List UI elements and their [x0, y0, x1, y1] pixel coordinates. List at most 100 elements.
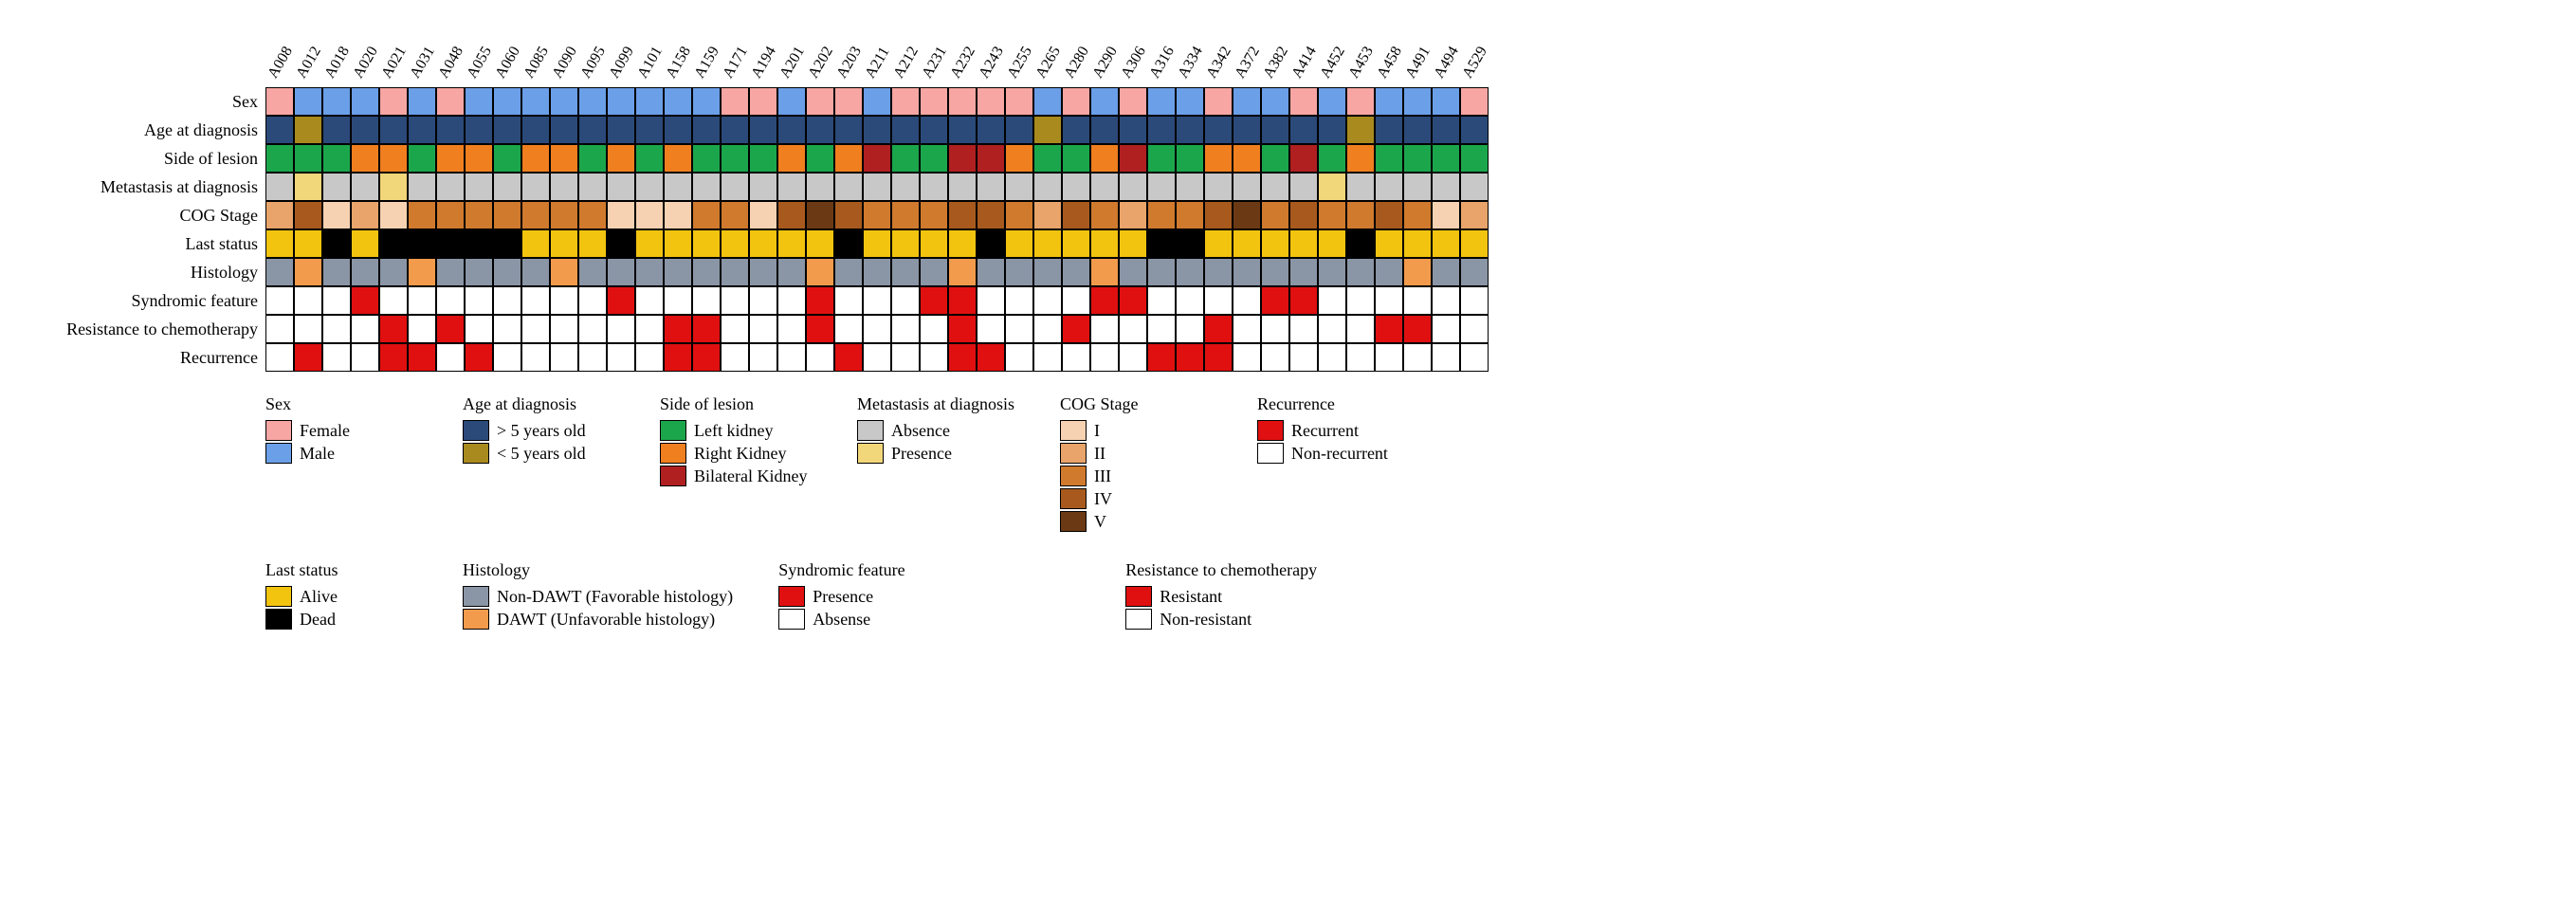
cell — [351, 201, 379, 229]
cell — [1204, 315, 1233, 343]
cell — [834, 201, 863, 229]
legend-title: Side of lesion — [660, 394, 812, 414]
legend-item: III — [1060, 466, 1212, 486]
cell — [948, 201, 977, 229]
cell — [408, 258, 436, 286]
cell — [294, 286, 322, 315]
cell — [265, 144, 294, 173]
cell — [1119, 229, 1147, 258]
cell — [806, 258, 834, 286]
cell — [1147, 229, 1176, 258]
cell — [607, 116, 635, 144]
cell — [493, 286, 521, 315]
cell — [493, 315, 521, 343]
cell — [1432, 315, 1460, 343]
cell — [749, 201, 777, 229]
cell — [1204, 116, 1233, 144]
legend-item: Recurrent — [1257, 420, 1409, 441]
legend-item-label: Recurrent — [1291, 421, 1359, 441]
cell — [1318, 315, 1346, 343]
cell — [1090, 258, 1119, 286]
cell — [550, 286, 578, 315]
cell — [1460, 173, 1489, 201]
row-label: Syndromic feature — [19, 286, 265, 315]
cell — [1233, 116, 1261, 144]
column-header-label: A159 — [691, 44, 722, 82]
cell — [1460, 315, 1489, 343]
column-header-label: A018 — [321, 44, 353, 82]
cell — [1204, 343, 1233, 372]
legend-group: RecurrenceRecurrentNon-recurrent — [1257, 394, 1409, 466]
legend-item-label: Non-resistant — [1160, 610, 1251, 630]
legend-item-label: > 5 years old — [497, 421, 586, 441]
column-header-label: A203 — [833, 44, 865, 82]
cell — [322, 343, 351, 372]
column-header-label: A171 — [720, 44, 751, 82]
legend-item: V — [1060, 511, 1212, 532]
column-header-label: A316 — [1146, 44, 1178, 82]
column-header: A458 — [1375, 19, 1403, 85]
cell — [1233, 87, 1261, 116]
legend-item-label: Non-recurrent — [1291, 444, 1388, 464]
column-header-label: A212 — [890, 44, 922, 82]
cell — [1062, 315, 1090, 343]
cell — [863, 315, 891, 343]
legend-item: Right Kidney — [660, 443, 812, 464]
column-header: A031 — [408, 19, 436, 85]
cell — [749, 343, 777, 372]
row-label: Resistance to chemotherapy — [19, 315, 265, 343]
cell — [1005, 144, 1033, 173]
cell — [863, 116, 891, 144]
cell — [920, 173, 948, 201]
cell — [948, 286, 977, 315]
cell — [408, 229, 436, 258]
cell — [550, 229, 578, 258]
cell — [265, 315, 294, 343]
cell — [1460, 258, 1489, 286]
cell — [749, 116, 777, 144]
cell — [1119, 258, 1147, 286]
cell — [1033, 201, 1062, 229]
cell — [1204, 258, 1233, 286]
legend-item-label: Presence — [891, 444, 952, 464]
cell — [834, 173, 863, 201]
cell — [721, 173, 749, 201]
legend-row: Last statusAliveDeadHistologyNon-DAWT (F… — [265, 560, 1489, 631]
cell — [1033, 173, 1062, 201]
cell — [1204, 286, 1233, 315]
cell — [1147, 343, 1176, 372]
legend-title: Age at diagnosis — [463, 394, 614, 414]
cell — [891, 116, 920, 144]
cell — [1062, 286, 1090, 315]
cell — [806, 144, 834, 173]
cell — [1062, 116, 1090, 144]
cell — [1176, 343, 1204, 372]
cell — [578, 173, 607, 201]
cell — [1375, 144, 1403, 173]
cell — [806, 173, 834, 201]
cell — [1147, 87, 1176, 116]
cell — [465, 258, 493, 286]
column-header-label: A095 — [577, 44, 609, 82]
cell — [436, 144, 465, 173]
cell — [1346, 315, 1375, 343]
cell — [1090, 116, 1119, 144]
cell — [436, 343, 465, 372]
legend-item: > 5 years old — [463, 420, 614, 441]
cell — [1261, 343, 1289, 372]
cell — [1346, 229, 1375, 258]
cell — [692, 201, 721, 229]
cell — [1460, 201, 1489, 229]
cell — [379, 286, 408, 315]
cell — [948, 343, 977, 372]
cell — [664, 144, 692, 173]
column-header-label: A194 — [748, 44, 779, 82]
cell — [550, 87, 578, 116]
legend-title: Metastasis at diagnosis — [857, 394, 1014, 414]
cell — [578, 87, 607, 116]
legend-item-label: Absense — [813, 610, 870, 630]
legend-item: Non-resistant — [1125, 609, 1317, 630]
cell — [977, 173, 1005, 201]
cell — [465, 173, 493, 201]
legend-title: COG Stage — [1060, 394, 1212, 414]
